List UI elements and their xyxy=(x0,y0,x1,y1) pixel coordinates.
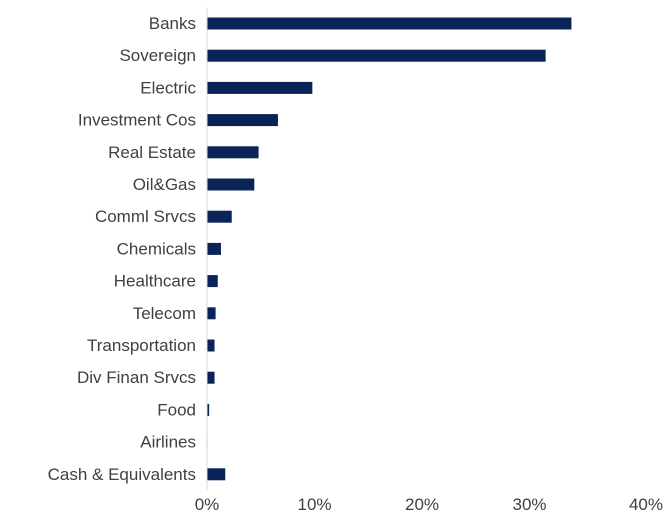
category-label: Banks xyxy=(149,14,196,33)
bar-electric xyxy=(207,81,313,94)
x-tick-labels: 0% 10% 20% 30% 40% xyxy=(195,495,663,514)
bar-oil-gas xyxy=(207,178,255,191)
category-label: Div Finan Srvcs xyxy=(77,368,196,387)
x-tick-label: 40% xyxy=(629,495,663,514)
bar-investment-cos xyxy=(207,114,278,127)
category-label: Healthcare xyxy=(114,272,196,291)
x-tick-label: 10% xyxy=(297,495,331,514)
category-label: Food xyxy=(157,400,196,419)
category-label: Comml Srvcs xyxy=(95,207,196,226)
category-label: Cash & Equivalents xyxy=(48,465,196,484)
category-label: Chemicals xyxy=(117,239,196,258)
x-tick-label: 0% xyxy=(195,495,220,514)
x-tick-label: 30% xyxy=(512,495,546,514)
category-label: Oil&Gas xyxy=(133,175,196,194)
bar-chemicals xyxy=(207,242,221,255)
category-label: Investment Cos xyxy=(78,111,196,130)
category-label: Telecom xyxy=(133,304,196,323)
x-tick-label: 20% xyxy=(405,495,439,514)
bar-banks xyxy=(207,17,572,30)
category-label: Airlines xyxy=(140,433,196,452)
bar-comml-srvcs xyxy=(207,210,232,223)
bar-cash-equivalents xyxy=(207,468,226,481)
bar-food xyxy=(207,403,210,416)
bars-group xyxy=(207,17,572,481)
category-label: Electric xyxy=(140,78,196,97)
category-label: Sovereign xyxy=(119,46,196,65)
bar-div-finan-srvcs xyxy=(207,371,215,384)
bar-real-estate xyxy=(207,146,259,159)
category-label: Transportation xyxy=(87,336,196,355)
bar-transportation xyxy=(207,339,215,352)
category-label: Real Estate xyxy=(108,143,196,162)
bar-sovereign xyxy=(207,49,546,62)
bar-telecom xyxy=(207,307,216,320)
category-labels: Banks Sovereign Electric Investment Cos Real… xyxy=(48,14,197,484)
bar-healthcare xyxy=(207,275,218,288)
